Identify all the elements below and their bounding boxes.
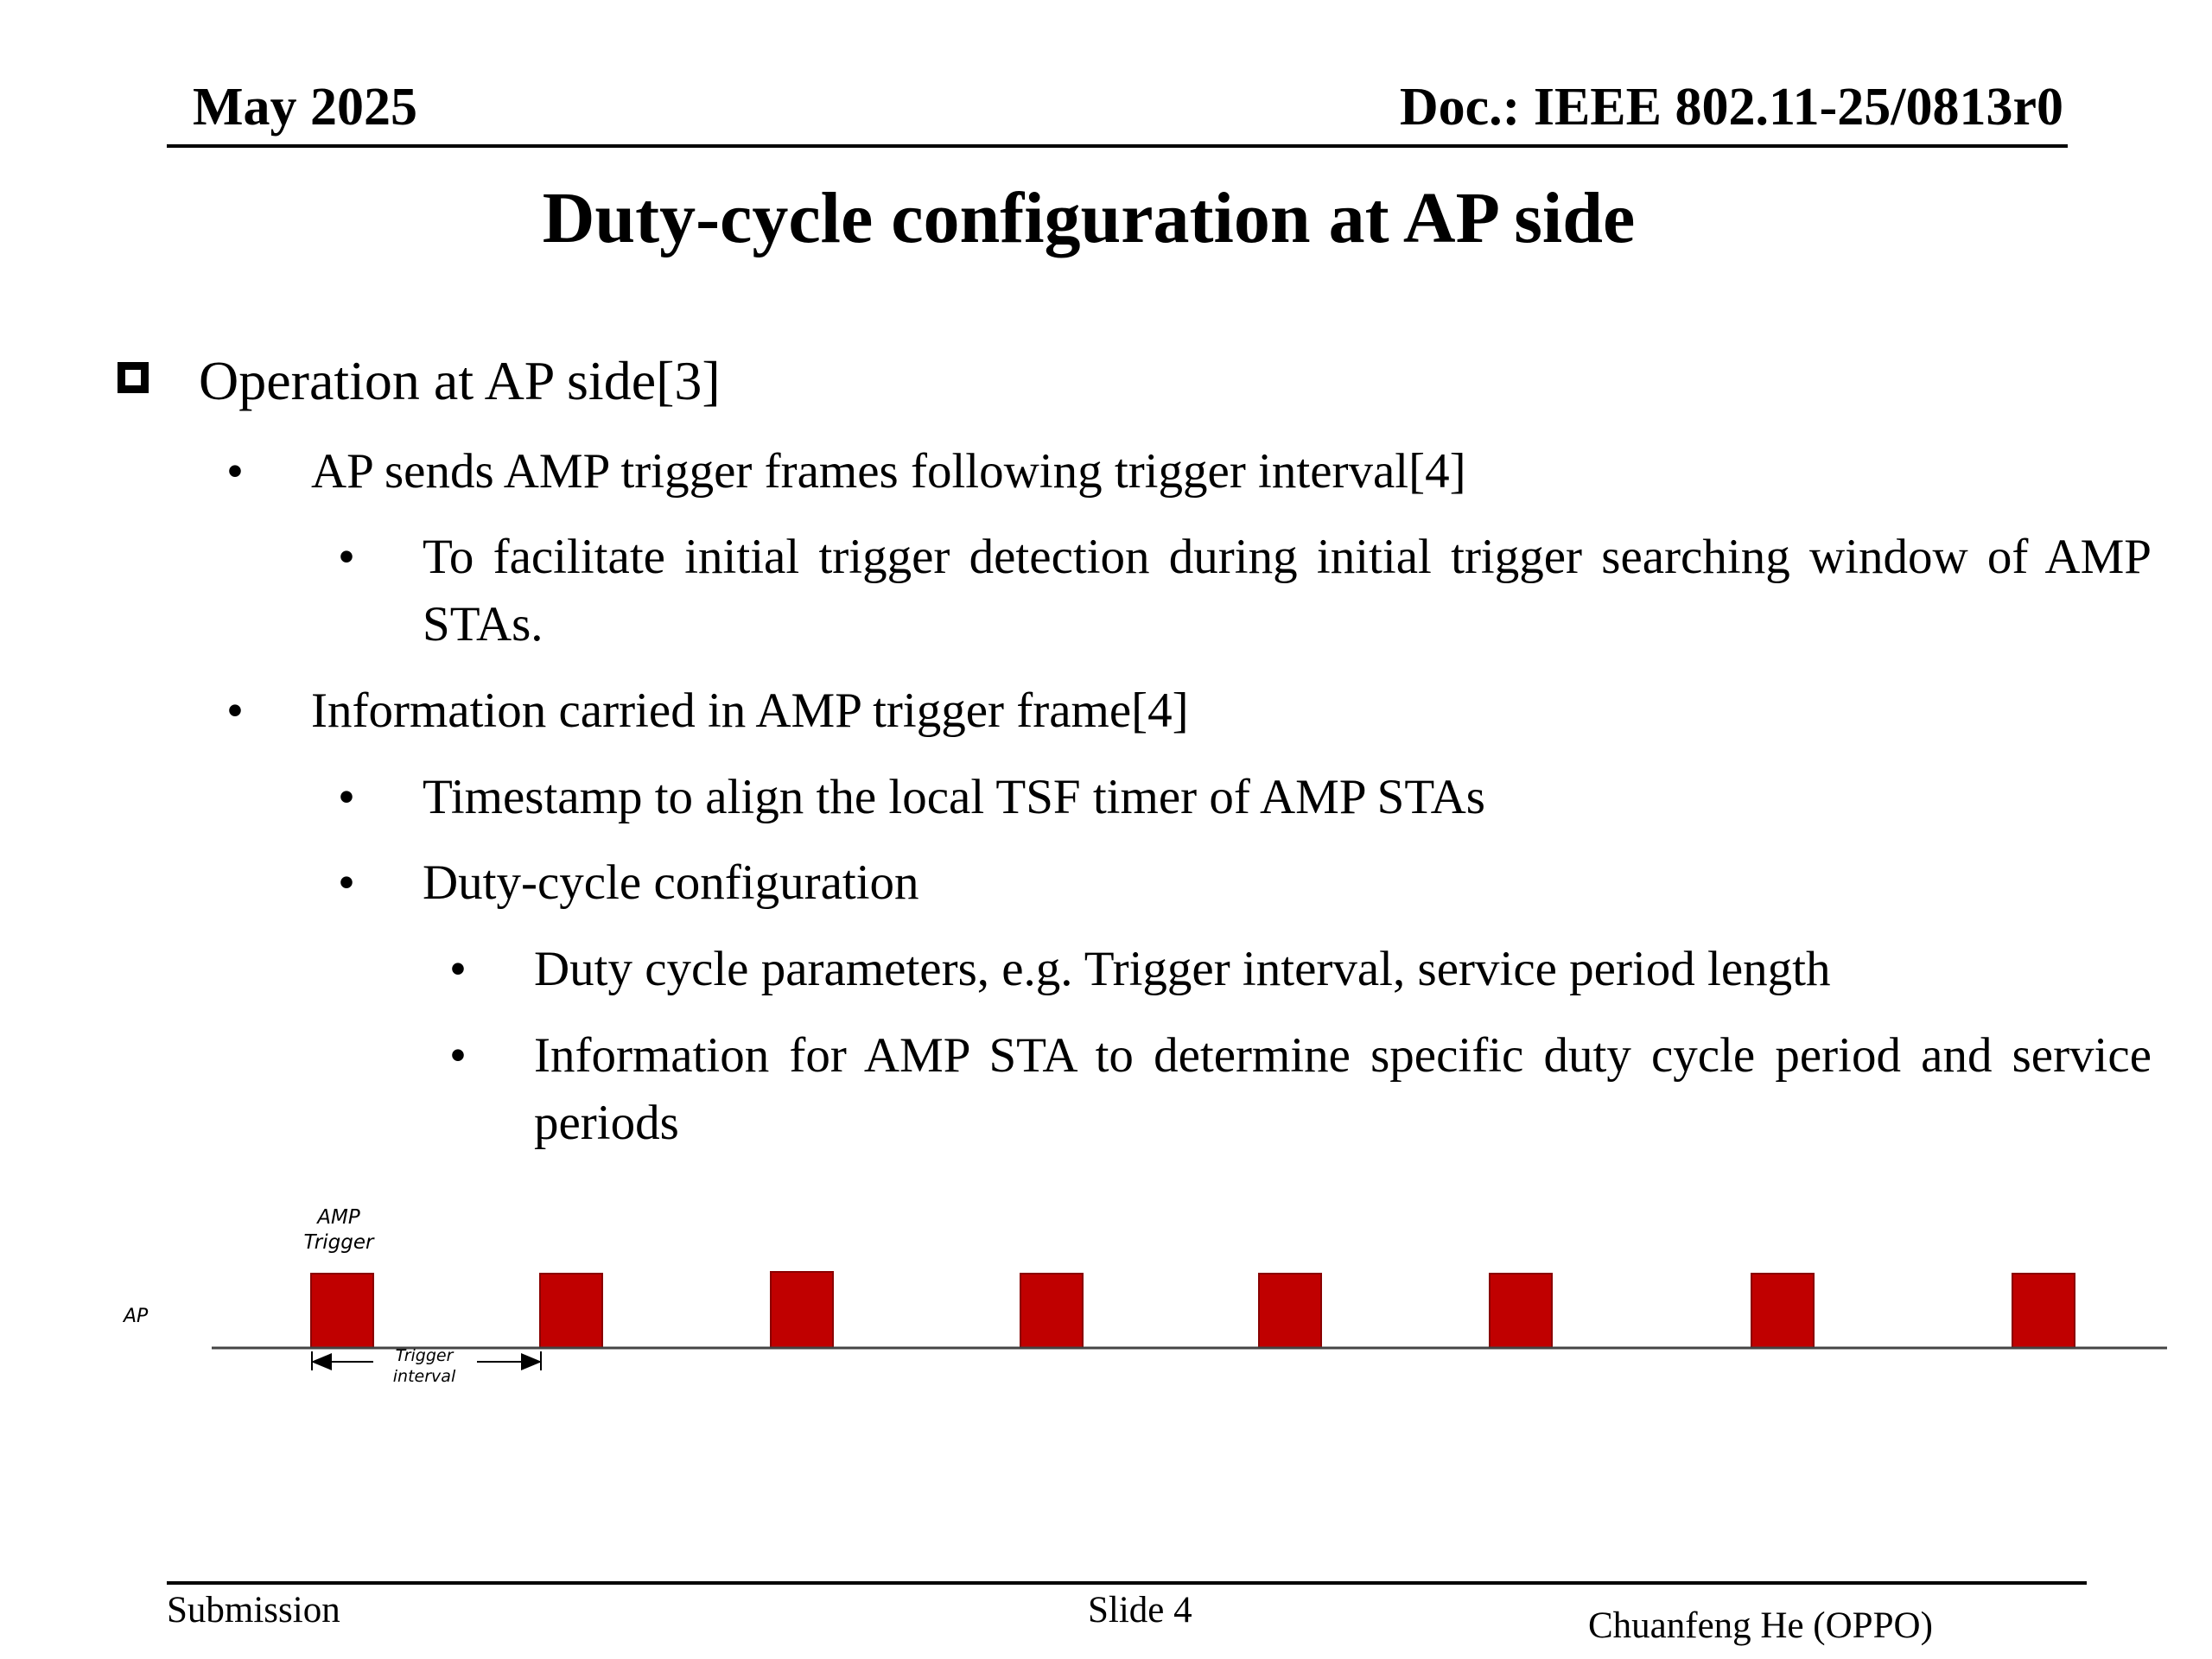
bullet-item: • Information for AMP STA to determine s… — [449, 1022, 2152, 1157]
trigger-frame — [539, 1273, 603, 1349]
trigger-frame — [1258, 1273, 1322, 1349]
amp-trigger-label-line2: Trigger — [304, 1231, 375, 1254]
trigger-frame — [770, 1271, 834, 1349]
round-bullet-icon: • — [338, 855, 355, 910]
bullet-text: Duty cycle parameters, e.g. Trigger inte… — [534, 942, 1831, 996]
round-bullet-icon: • — [338, 530, 355, 584]
round-bullet-icon: • — [226, 444, 244, 499]
bullet-text: To facilitate initial trigger detection … — [423, 530, 2152, 652]
footer-rule — [167, 1581, 2087, 1585]
trigger-timeline-diagram: AMP Trigger AP Trigger interval — [122, 1206, 2167, 1386]
footer-slide-number: Slide 4 — [1088, 1590, 1192, 1630]
bullet-text: AP sends AMP trigger frames following tr… — [311, 444, 1466, 499]
bullet-item: Operation at AP side[3] — [118, 347, 2143, 415]
amp-trigger-label-line1: AMP — [315, 1206, 360, 1229]
bullet-item: • Timestamp to align the local TSF timer… — [338, 764, 2152, 831]
bullet-text: Information for AMP STA to determine spe… — [534, 1028, 2152, 1150]
bullet-text: Operation at AP side[3] — [199, 350, 721, 411]
round-bullet-icon: • — [226, 683, 244, 738]
round-bullet-icon: • — [449, 1028, 467, 1083]
trigger-interval-label-line1: Trigger — [396, 1346, 454, 1365]
round-bullet-icon: • — [449, 942, 467, 996]
trigger-frame — [1751, 1273, 1815, 1349]
bullet-item: • AP sends AMP trigger frames following … — [226, 438, 2152, 505]
trigger-frame — [310, 1273, 374, 1349]
bullet-item: • Information carried in AMP trigger fra… — [226, 677, 2152, 745]
bullet-text: Timestamp to align the local TSF timer o… — [423, 770, 1485, 824]
trigger-frame — [1020, 1273, 1084, 1349]
footer-submission: Submission — [167, 1590, 340, 1630]
trigger-frame — [2012, 1273, 2075, 1349]
square-bullet-icon — [118, 362, 149, 393]
trigger-frame — [1489, 1273, 1553, 1349]
bullet-item: • Duty cycle parameters, e.g. Trigger in… — [449, 936, 2152, 1003]
ap-row-label: AP — [122, 1306, 149, 1327]
bullet-text: Duty-cycle configuration — [423, 855, 919, 910]
slide-title: Duty-cycle configuration at AP side — [542, 178, 1636, 258]
bullet-item: • To facilitate initial trigger detectio… — [338, 524, 2152, 658]
bullet-item: • Duty-cycle configuration — [338, 849, 2152, 917]
bullet-text: Information carried in AMP trigger frame… — [311, 683, 1189, 738]
header-date: May 2025 — [193, 78, 418, 137]
header-doc-id: Doc.: IEEE 802.11-25/0813r0 — [1399, 78, 2063, 137]
footer-author: Chuanfeng He (OPPO) — [1588, 1605, 1933, 1646]
header-rule — [167, 144, 2068, 148]
round-bullet-icon: • — [338, 770, 355, 824]
trigger-interval-label-line2: interval — [393, 1367, 456, 1386]
